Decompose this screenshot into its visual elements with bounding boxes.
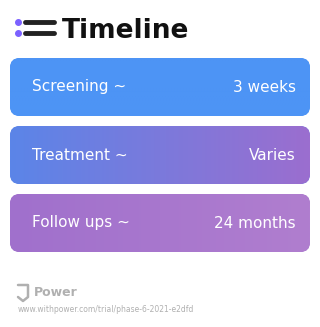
- Text: Follow ups ~: Follow ups ~: [32, 215, 130, 231]
- Text: Timeline: Timeline: [62, 18, 189, 44]
- Text: www.withpower.com/trial/phase-6-2021-e2dfd: www.withpower.com/trial/phase-6-2021-e2d…: [18, 304, 194, 314]
- Text: 24 months: 24 months: [214, 215, 296, 231]
- Text: Power: Power: [34, 286, 78, 300]
- Text: Varies: Varies: [249, 147, 296, 163]
- FancyBboxPatch shape: [10, 194, 310, 252]
- FancyBboxPatch shape: [10, 126, 310, 184]
- Text: Screening ~: Screening ~: [32, 79, 126, 95]
- FancyBboxPatch shape: [10, 58, 310, 116]
- Text: Treatment ~: Treatment ~: [32, 147, 128, 163]
- Text: 3 weeks: 3 weeks: [233, 79, 296, 95]
